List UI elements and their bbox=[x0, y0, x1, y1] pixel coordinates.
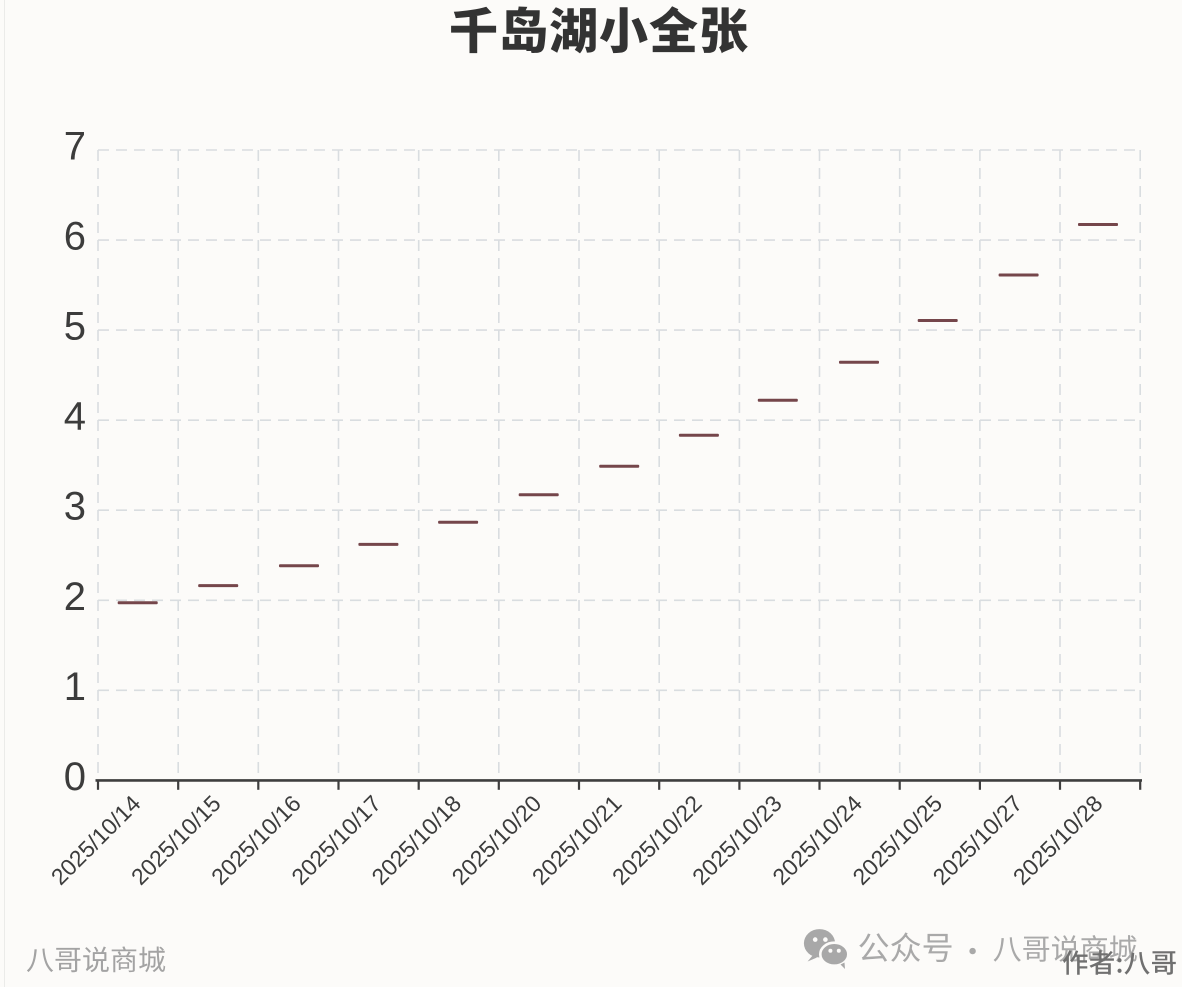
svg-text:3: 3 bbox=[64, 485, 86, 529]
svg-text:0: 0 bbox=[64, 755, 86, 799]
svg-text:5: 5 bbox=[64, 305, 86, 349]
svg-text:2: 2 bbox=[64, 575, 86, 619]
svg-text:6: 6 bbox=[64, 215, 86, 259]
svg-text:7: 7 bbox=[64, 125, 86, 169]
svg-text:1: 1 bbox=[64, 665, 86, 709]
svg-text:4: 4 bbox=[64, 395, 86, 439]
